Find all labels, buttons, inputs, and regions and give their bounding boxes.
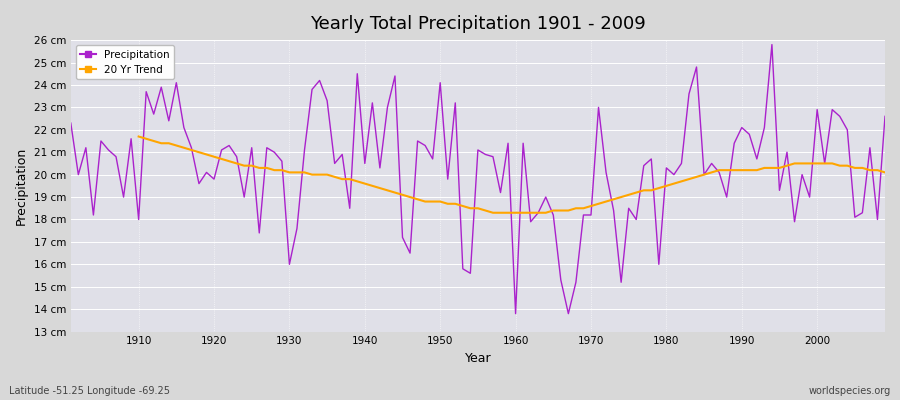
Text: worldspecies.org: worldspecies.org bbox=[809, 386, 891, 396]
Legend: Precipitation, 20 Yr Trend: Precipitation, 20 Yr Trend bbox=[76, 45, 174, 79]
Text: Latitude -51.25 Longitude -69.25: Latitude -51.25 Longitude -69.25 bbox=[9, 386, 170, 396]
Title: Yearly Total Precipitation 1901 - 2009: Yearly Total Precipitation 1901 - 2009 bbox=[310, 15, 646, 33]
Y-axis label: Precipitation: Precipitation bbox=[15, 147, 28, 225]
X-axis label: Year: Year bbox=[464, 352, 491, 365]
